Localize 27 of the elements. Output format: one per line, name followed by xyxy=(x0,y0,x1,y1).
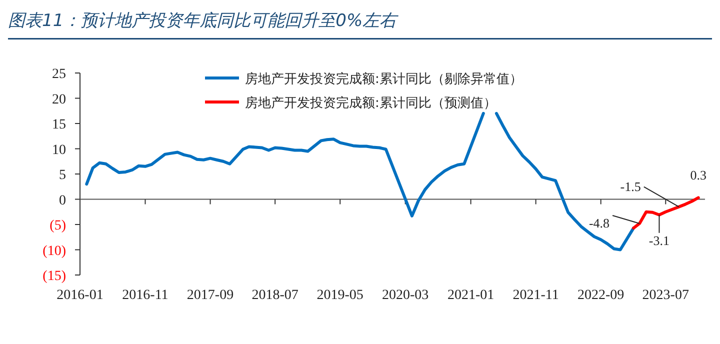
y-tick-label: 0 xyxy=(59,193,66,208)
legend-label: 房地产开发投资完成额:累计同比（预测值） xyxy=(245,95,496,111)
annotation: -1.5 xyxy=(620,178,641,194)
annotation: -3.1 xyxy=(648,232,670,248)
legend-label: 房地产开发投资完成额:累计同比（剔除异常值） xyxy=(245,71,522,87)
x-tick-label: 2023-07 xyxy=(642,288,689,303)
y-tick-label: 5 xyxy=(59,168,66,183)
chart-title: 图表11：预计地产投资年底同比可能回升至0%左右 xyxy=(8,11,399,31)
annotation: 0.3 xyxy=(690,168,706,183)
x-tick-label: 2021-11 xyxy=(512,288,559,303)
y-tick-label: 20 xyxy=(52,92,66,108)
x-tick-label: 2019-05 xyxy=(316,288,364,303)
x-tick-label: 2018-07 xyxy=(252,288,298,303)
x-tick-label: 2020-03 xyxy=(382,288,429,303)
y-tick-label: 15 xyxy=(52,118,66,132)
y-tick-label: 25 xyxy=(52,67,66,82)
y-tick-label: (5) xyxy=(50,218,66,234)
y-tick-label: (10) xyxy=(42,244,66,259)
annotation: -4.8 xyxy=(588,215,610,230)
x-tick-label: 2022-09 xyxy=(577,288,624,303)
y-tick-label: (15) xyxy=(42,269,66,284)
x-tick-label: 2021-01 xyxy=(447,288,494,303)
x-tick-label: 2016-11 xyxy=(122,288,168,303)
y-tick-label: 10 xyxy=(52,142,66,158)
x-tick-label: 2016-01 xyxy=(56,288,104,303)
x-tick-label: 2017-09 xyxy=(186,288,234,303)
line-series xyxy=(632,196,700,230)
